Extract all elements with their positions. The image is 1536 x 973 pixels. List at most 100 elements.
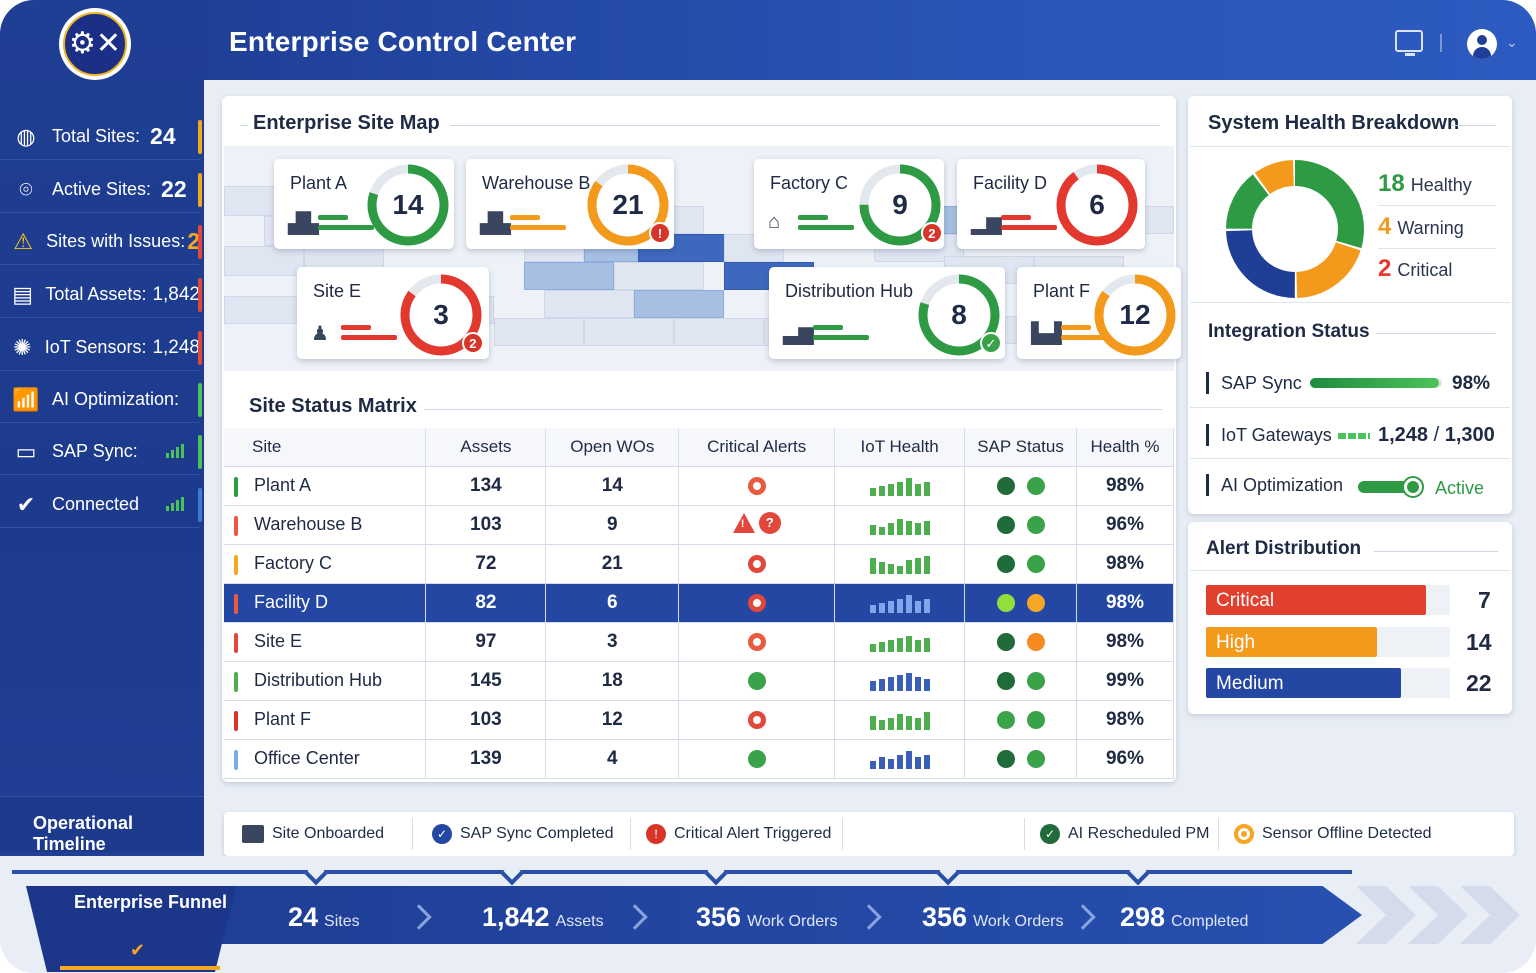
- row-critical-alert: [678, 583, 836, 623]
- site-name: Plant F: [1033, 281, 1091, 301]
- col-header-iot-health[interactable]: IoT Health: [834, 428, 966, 467]
- alert-shield-icon: !: [646, 824, 666, 844]
- alert-bar-high[interactable]: High: [1206, 627, 1377, 657]
- sidebar-item-active-sites[interactable]: ⌾ Active Sites: 22: [0, 167, 202, 213]
- site-alert-badge: 2: [461, 332, 484, 355]
- row-iot-health: [834, 583, 966, 623]
- sap-progress-fill: [1310, 378, 1440, 388]
- site-status-matrix: Site Assets Open WOs Critical Alerts IoT…: [224, 428, 1174, 779]
- row-health: 98%: [1076, 700, 1174, 740]
- col-header-site[interactable]: Site: [224, 428, 427, 467]
- row-assets: 72: [425, 544, 547, 584]
- row-critical-alert: ?: [678, 505, 836, 545]
- site-card-plant-a[interactable]: Plant A ▟▙ 14: [274, 159, 454, 249]
- funnel-stage-sites[interactable]: 24 Sites: [288, 902, 360, 932]
- sidebar-item-total-sites[interactable]: ◍ Total Sites: 24: [0, 114, 202, 160]
- sidebar-item-label: SAP Sync:: [52, 441, 138, 461]
- sidebar: ⚙✕ ◍ Total Sites: 24 ⌾ Active Sites: 22 …: [0, 0, 204, 860]
- sidebar-item-connected[interactable]: ✔ Connected: [0, 482, 202, 528]
- site-card-plant-f[interactable]: Plant F ▙▟ 12: [1017, 267, 1181, 359]
- sidebar-item-value: 24: [150, 123, 176, 149]
- row-critical-alert: [678, 622, 836, 662]
- site-type-icon: ▟▙: [288, 213, 319, 235]
- warning-icon: ⚠: [13, 228, 33, 254]
- table-row[interactable]: Site E 97 3 98%: [224, 622, 1174, 662]
- site-ring-gauge: [1094, 274, 1176, 356]
- site-ring-value: 14: [392, 189, 424, 220]
- chevron-down-icon[interactable]: ⌄: [1506, 34, 1518, 50]
- timeline-event-critical-alert[interactable]: ! Critical Alert Triggered: [646, 812, 831, 856]
- health-donut-chart: [1226, 160, 1364, 298]
- timeline-event-sensor-offline[interactable]: Sensor Offline Detected: [1234, 812, 1432, 856]
- row-health: 98%: [1076, 622, 1174, 662]
- timeline-event-sap-sync[interactable]: ✓ SAP Sync Completed: [432, 812, 614, 856]
- legend-value: 2: [1378, 255, 1392, 282]
- col-header-critical-alerts[interactable]: Critical Alerts: [678, 428, 836, 467]
- iot-health-bars: [869, 554, 930, 575]
- table-row[interactable]: Plant A 134 14 98%: [224, 466, 1174, 506]
- row-open-wos: 9: [545, 505, 680, 545]
- site-alert-badge: 2: [920, 222, 943, 245]
- col-header-open-wos[interactable]: Open WOs: [545, 428, 680, 467]
- table-row[interactable]: Plant F 103 12 98%: [224, 700, 1174, 740]
- alert-bar-critical[interactable]: Critical: [1206, 585, 1426, 615]
- site-card-facility-d[interactable]: Facility D ▂▆ 6: [957, 159, 1145, 249]
- sidebar-item-sap-sync[interactable]: ▭ SAP Sync:: [0, 429, 202, 475]
- site-card-site-e[interactable]: Site E ♟ 3 2: [297, 267, 489, 359]
- row-assets: 97: [425, 622, 547, 662]
- sidebar-item-label: Active Sites:: [52, 179, 152, 199]
- site-type-icon: ♟: [311, 323, 329, 345]
- health-title: System Health Breakdown: [1208, 112, 1460, 134]
- funnel-stage-completed[interactable]: 298 Completed: [1120, 902, 1249, 932]
- sidebar-item-ai-optimization[interactable]: 📶 AI Optimization:: [0, 377, 202, 423]
- integration-label: SAP Sync: [1221, 372, 1302, 393]
- alert-bar-medium[interactable]: Medium: [1206, 668, 1402, 698]
- shield-check-icon: ✓: [1040, 824, 1060, 844]
- table-row[interactable]: Distribution Hub 145 18 99%: [224, 661, 1174, 701]
- timeline-event-ai-rescheduled[interactable]: ✓ AI Rescheduled PM: [1040, 812, 1209, 856]
- iot-health-bars: [869, 749, 930, 770]
- site-card-warehouse-b[interactable]: Warehouse B ▟▙ 21!: [466, 159, 674, 249]
- alert-status-icon: [747, 633, 766, 652]
- alert-status-icon: [747, 594, 766, 613]
- funnel-stage-work-orders[interactable]: 356 Work Orders: [696, 902, 838, 932]
- funnel-stage-assets[interactable]: 1,842 Assets: [482, 902, 604, 932]
- row-sap-status: [964, 505, 1077, 545]
- user-avatar-icon[interactable]: [1467, 29, 1497, 59]
- table-row[interactable]: Facility D 82 6 98%: [224, 583, 1174, 623]
- site-ring-gauge: [1056, 164, 1138, 246]
- ai-toggle[interactable]: [1358, 478, 1422, 496]
- site-ring-gauge: [918, 274, 1000, 356]
- row-sap-status: [964, 544, 1077, 584]
- funnel-stage-work-orders-2[interactable]: 356 Work Orders: [922, 902, 1064, 932]
- table-row[interactable]: Office Center 139 4 96%: [224, 739, 1174, 779]
- row-open-wos: 12: [545, 700, 680, 740]
- sensor-offline-icon: [1234, 824, 1254, 844]
- site-type-icon: ▂▆: [971, 213, 1002, 235]
- sidebar-item-label: AI Optimization:: [52, 389, 180, 409]
- row-site-name: Plant F: [254, 709, 312, 729]
- check-icon: ✔: [130, 940, 146, 960]
- col-header-health[interactable]: Health %: [1076, 428, 1174, 467]
- signal-bars-icon: [166, 444, 184, 458]
- table-row[interactable]: Factory C 72 21 98%: [224, 544, 1174, 584]
- site-card-factory-c[interactable]: Factory C ⌂ 9 2: [754, 159, 944, 249]
- site-alert-badge: !: [648, 222, 671, 245]
- col-header-sap-status[interactable]: SAP Status: [964, 428, 1077, 467]
- sidebar-item-sites-with-issues[interactable]: ⚠ Sites with Issues: 2: [0, 219, 202, 265]
- iot-health-bars: [869, 632, 930, 653]
- site-card-distribution-hub[interactable]: Distribution Hub ▃▆ 8 ✓: [769, 267, 1005, 359]
- timeline-event-site-onboarded[interactable]: Site Onboarded: [242, 812, 384, 856]
- sidebar-item-total-assets[interactable]: ▤ Total Assets: 1,842: [0, 272, 202, 318]
- row-site-name: Office Center: [254, 748, 360, 768]
- site-ring-value: 6: [1089, 189, 1105, 220]
- sidebar-item-iot-sensors[interactable]: ✺ IoT Sensors: 1,248: [0, 325, 202, 371]
- legend-healthy: 18 Healthy: [1378, 170, 1472, 198]
- timeline-label: Operational Timeline: [0, 796, 204, 854]
- site-ring-value: 8: [951, 299, 967, 330]
- col-header-assets[interactable]: Assets: [425, 428, 547, 467]
- monitor-icon[interactable]: [1395, 30, 1423, 56]
- logo[interactable]: ⚙✕: [59, 8, 131, 80]
- site-type-icon: ▙▟: [1031, 323, 1062, 345]
